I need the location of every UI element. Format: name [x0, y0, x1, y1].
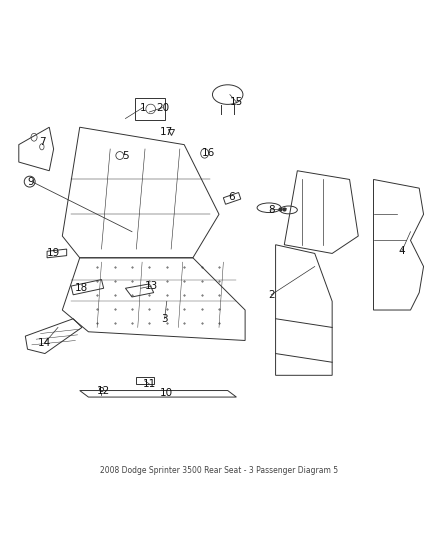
Text: 14: 14: [38, 338, 52, 348]
Text: 9: 9: [28, 176, 34, 187]
Text: 19: 19: [47, 248, 60, 259]
Text: 15: 15: [230, 97, 243, 107]
Text: 4: 4: [399, 246, 405, 256]
Text: 12: 12: [97, 385, 110, 395]
Text: 1: 1: [140, 103, 146, 112]
Text: 13: 13: [145, 281, 158, 291]
Text: 8: 8: [268, 205, 275, 215]
Text: 18: 18: [75, 283, 88, 293]
Text: 16: 16: [201, 148, 215, 158]
Text: 10: 10: [160, 387, 173, 398]
Bar: [136, 377, 154, 384]
Text: 20: 20: [156, 103, 169, 112]
Text: 7: 7: [39, 138, 46, 148]
Text: 17: 17: [160, 126, 173, 136]
Text: 3: 3: [161, 314, 168, 324]
Text: 2: 2: [268, 290, 275, 300]
Text: 11: 11: [143, 379, 156, 389]
Text: 5: 5: [122, 150, 129, 160]
Text: 6: 6: [229, 192, 235, 202]
Text: 2008 Dodge Sprinter 3500 Rear Seat - 3 Passenger Diagram 5: 2008 Dodge Sprinter 3500 Rear Seat - 3 P…: [100, 466, 338, 475]
